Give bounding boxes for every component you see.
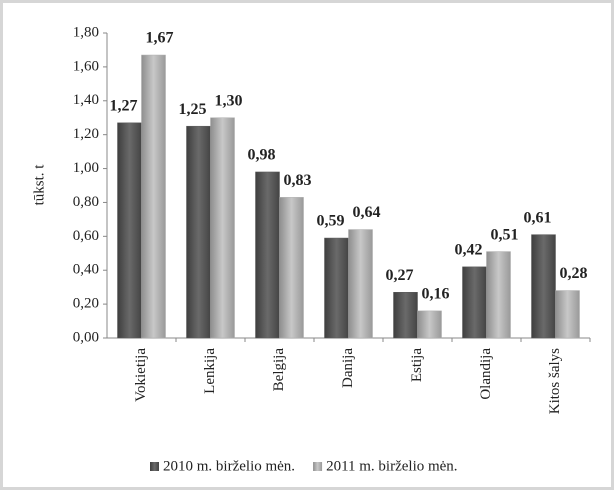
x-tick-label: Lenkija [202, 348, 218, 394]
bar [462, 266, 487, 339]
value-label: 0,28 [560, 265, 588, 282]
x-tick-label: Kitos šalys [547, 348, 563, 414]
bar [531, 234, 556, 339]
x-tick-label: Estija [409, 348, 425, 383]
bar [393, 292, 418, 339]
legend-swatch [313, 462, 323, 471]
x-tick-label: Danija [340, 348, 356, 388]
value-label: 0,27 [386, 267, 414, 284]
value-label: 1,30 [215, 92, 243, 109]
bar [279, 197, 304, 339]
x-tick-label: Belgija [271, 348, 287, 392]
y-tick-label: 0,20 [73, 296, 99, 312]
bar [141, 54, 166, 339]
x-tick-label: Vokietija [133, 348, 149, 402]
legend-swatch [150, 462, 159, 471]
y-tick-label: 0,40 [73, 262, 99, 278]
legend-label: 2011 m. birželio mėn. [326, 458, 458, 474]
bar [348, 229, 373, 339]
bar [210, 117, 235, 339]
value-label: 0,51 [491, 226, 519, 243]
value-label: 0,64 [353, 204, 381, 221]
bar [555, 290, 580, 339]
y-tick-label: 1,20 [73, 126, 99, 142]
bar [486, 251, 511, 339]
x-tick-label: Olandija [478, 348, 494, 400]
value-label: 0,83 [284, 172, 312, 189]
y-tick-label: 1,00 [73, 160, 99, 176]
y-tick-label: 1,40 [73, 92, 99, 108]
bar [117, 122, 142, 339]
y-tick-label: 0,00 [73, 329, 99, 345]
y-axis-label: tūkst. t [31, 164, 47, 206]
y-tick-label: 1,60 [73, 58, 99, 74]
value-label: 0,42 [455, 242, 483, 259]
bar [417, 310, 442, 339]
value-label: 0,61 [524, 209, 552, 226]
value-label: 0,59 [317, 213, 345, 230]
legend-label: 2010 m. birželio mėn. [163, 458, 295, 474]
value-label: 1,67 [146, 30, 174, 47]
y-tick-label: 0,80 [73, 194, 99, 210]
value-label: 1,25 [179, 101, 207, 118]
bar [255, 171, 280, 339]
y-tick-label: 0,60 [73, 228, 99, 244]
bar [324, 237, 349, 339]
value-label: 0,98 [248, 147, 276, 164]
value-label: 1,27 [110, 97, 138, 114]
y-tick-label: 1,80 [73, 24, 99, 40]
bar [186, 125, 211, 339]
value-label: 0,16 [422, 286, 450, 303]
